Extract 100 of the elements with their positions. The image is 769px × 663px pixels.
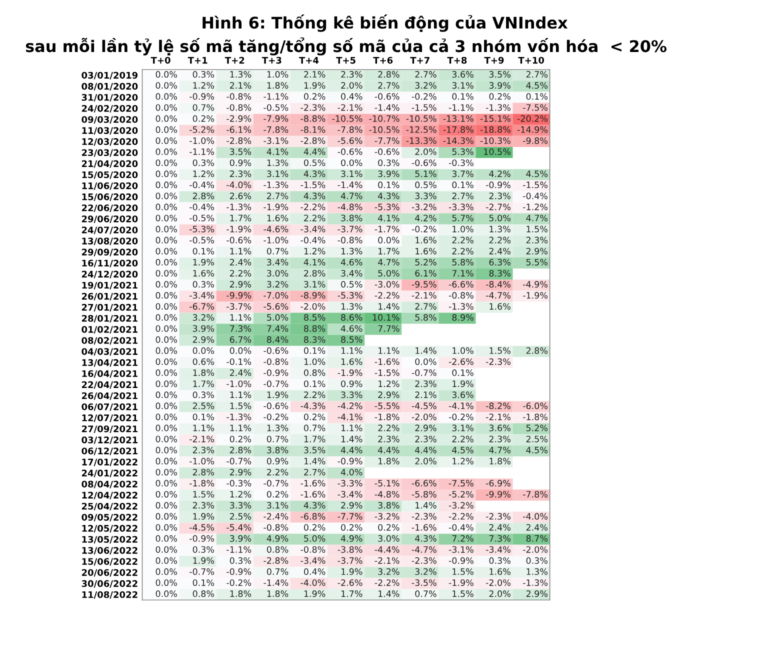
data-label: 1.4% xyxy=(304,458,326,464)
data-label: 4.1% xyxy=(378,214,400,222)
data-label: 1.4% xyxy=(341,436,362,442)
data-label: -2.2% xyxy=(374,292,400,299)
data-label: 4.3% xyxy=(304,502,326,509)
data-label: 0.0% xyxy=(156,182,177,188)
data-label: -0.8% xyxy=(226,104,252,111)
data-label: 2.0% xyxy=(415,458,436,464)
y-tick-label: 30/06/2022 xyxy=(82,580,138,588)
data-label: 1.0% xyxy=(452,347,474,354)
data-label: 2.3% xyxy=(489,192,510,200)
data-label: -0.7% xyxy=(264,380,288,388)
data-label: 0.0% xyxy=(156,458,177,464)
data-label: -3.2% xyxy=(374,513,400,520)
data-label: 0.3% xyxy=(230,557,252,564)
data-label: 0.3% xyxy=(378,159,400,166)
data-label: 4.5% xyxy=(526,82,548,89)
data-label: 3.1% xyxy=(452,82,474,89)
data-label: -7.9% xyxy=(264,115,288,122)
x-tick-label: T+9 xyxy=(484,56,504,64)
data-label: -3.4% xyxy=(338,490,362,498)
data-label: -0.5% xyxy=(190,214,214,222)
data-label: 0.8% xyxy=(266,546,288,553)
data-label: 0.0% xyxy=(156,446,177,454)
data-label: 3.3% xyxy=(341,392,362,398)
data-label: 1.1% xyxy=(230,392,252,398)
data-label: -0.9% xyxy=(264,369,288,376)
data-label: 0.0% xyxy=(192,347,214,354)
data-label: 7.3% xyxy=(230,325,252,332)
data-label: -2.9% xyxy=(226,115,252,122)
data-label: -13.1% xyxy=(443,115,474,122)
y-tick-label: 16/11/2020 xyxy=(82,260,138,268)
data-label: 0.0% xyxy=(415,358,436,365)
y-tick-label: 21/04/2020 xyxy=(82,160,138,168)
data-label: 0.0% xyxy=(156,369,177,376)
data-label: 1.4% xyxy=(416,347,436,354)
x-tick-label: T+10 xyxy=(518,56,544,64)
data-label: -2.4% xyxy=(264,513,288,520)
y-tick-label: 12/04/2022 xyxy=(82,492,138,500)
data-label: 7.1% xyxy=(452,270,474,277)
data-label: 0.1% xyxy=(192,248,214,254)
data-label: 0.0% xyxy=(230,347,252,354)
y-tick-label: 15/06/2020 xyxy=(82,193,138,201)
data-label: 1.9% xyxy=(452,380,474,388)
data-label: -4.0% xyxy=(226,182,252,188)
data-label: 1.1% xyxy=(230,314,252,321)
y-tick-label: 26/01/2021 xyxy=(82,292,138,300)
data-label: -6.6% xyxy=(448,281,474,288)
data-label: 0.0% xyxy=(156,226,177,232)
y-tick-label: 20/06/2022 xyxy=(82,569,138,577)
data-label: 7.4% xyxy=(267,325,288,332)
data-label: -3.7% xyxy=(338,226,362,232)
data-label: 0.0% xyxy=(156,292,177,299)
data-label: 2.2% xyxy=(489,236,510,244)
y-tick-label: 31/01/2020 xyxy=(82,94,138,102)
data-label: -14.9% xyxy=(517,126,548,133)
y-tick-label: 12/03/2020 xyxy=(82,138,138,146)
y-tick-label: 24/07/2020 xyxy=(82,226,138,234)
data-label: 0.0% xyxy=(156,402,177,410)
data-label: -1.3% xyxy=(448,303,474,310)
data-label: -0.1% xyxy=(226,358,252,365)
data-label: 2.9% xyxy=(378,392,400,398)
data-label: -17.8% xyxy=(443,126,474,133)
data-label: 0.0% xyxy=(156,148,177,156)
data-label: 3.4% xyxy=(341,270,362,277)
data-label: 5.2% xyxy=(526,424,548,432)
data-label: -10.5% xyxy=(332,115,362,122)
y-tick-label: 11/03/2020 xyxy=(82,127,138,135)
data-label: 8.5% xyxy=(304,314,326,321)
data-label: 0.6% xyxy=(192,358,214,365)
data-label: 3.4% xyxy=(267,258,288,266)
data-label: -10.7% xyxy=(369,115,400,122)
data-label: -1.4% xyxy=(374,104,400,111)
data-label: 0.0% xyxy=(156,170,177,178)
data-label: 0.3% xyxy=(192,71,214,78)
data-label: 1.1% xyxy=(230,248,252,254)
data-label: 4.4% xyxy=(340,446,362,454)
data-label: 1.5% xyxy=(490,347,510,354)
data-label: -9.8% xyxy=(523,137,548,144)
data-label: 3.8% xyxy=(378,502,400,509)
data-label: 4.4% xyxy=(415,446,436,454)
data-label: 3.0% xyxy=(267,270,288,277)
y-tick-label: 06/12/2021 xyxy=(82,448,138,456)
data-label: -1.4% xyxy=(338,182,362,188)
data-label: 6.3% xyxy=(489,258,510,266)
data-label: -0.6% xyxy=(264,347,288,354)
data-label: -5.6% xyxy=(338,137,362,144)
data-label: 1.8% xyxy=(490,458,510,464)
data-label: 0.0% xyxy=(156,82,177,89)
data-label: 0.0% xyxy=(156,303,177,310)
data-label: 0.0% xyxy=(156,380,177,388)
data-label: -0.4% xyxy=(190,204,214,210)
data-label: 0.0% xyxy=(156,159,177,166)
data-label: -10.5% xyxy=(369,126,400,133)
data-label: 1.6% xyxy=(267,214,288,222)
data-label: -1.8% xyxy=(374,414,400,420)
data-label: 1.7% xyxy=(230,214,252,222)
data-label: 4.7% xyxy=(489,446,510,454)
data-label: -1.6% xyxy=(374,358,400,365)
data-label: -2.6% xyxy=(338,579,362,586)
